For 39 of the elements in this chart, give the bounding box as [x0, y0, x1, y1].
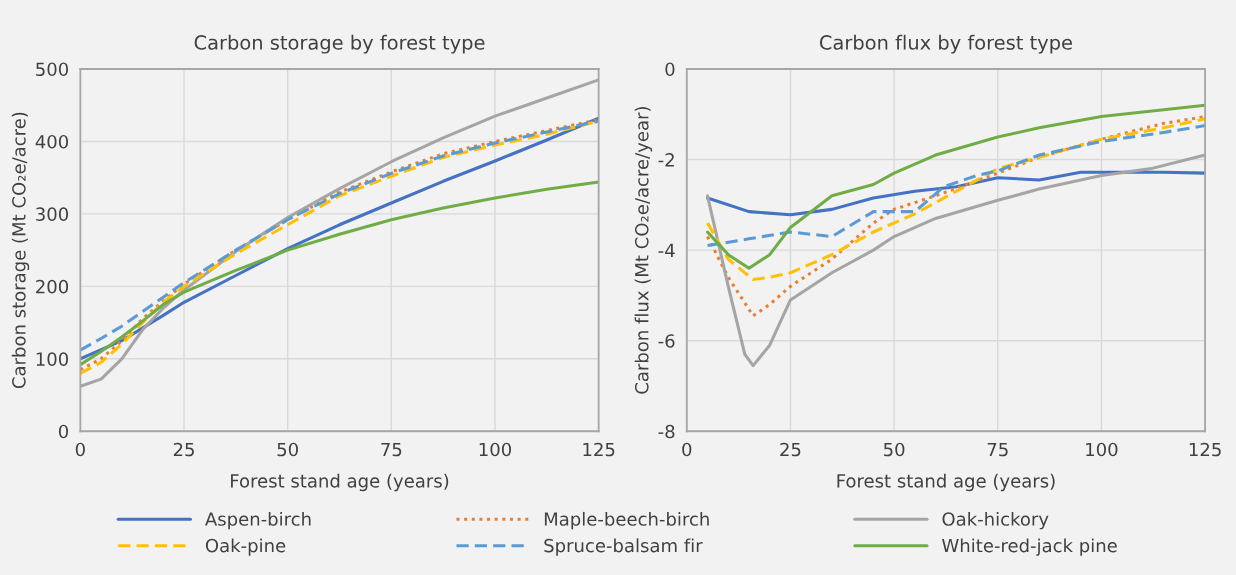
- x-tick-label: 125: [1189, 442, 1221, 457]
- legend-label: White-red-jack pine: [942, 538, 1117, 556]
- legend-label: Spruce-balsam fir: [544, 538, 703, 556]
- y-tick-label: 0: [665, 62, 675, 77]
- legend-label: Oak-hickory: [942, 511, 1049, 530]
- x-tick-label: 25: [173, 442, 194, 457]
- y-axis-title: Carbon flux (Mt CO₂e/acre/year): [634, 107, 653, 394]
- y-tick-label: 100: [36, 352, 69, 366]
- line-series: [705, 115, 1206, 318]
- legend-label: Maple-beech-birch: [544, 511, 709, 530]
- legend-label: Aspen-birch: [205, 511, 311, 530]
- y-tick-label: 500: [36, 62, 69, 77]
- line-series: [705, 124, 1206, 248]
- x-tick-label: 100: [479, 442, 512, 457]
- x-tick-label: 75: [381, 442, 402, 457]
- line-series: [80, 180, 599, 367]
- chart-title: Carbon storage by forest type: [194, 34, 485, 54]
- y-tick-label: -8: [658, 424, 675, 439]
- y-tick-label: -2: [658, 153, 674, 167]
- y-tick-label: -6: [658, 334, 675, 348]
- x-tick-label: 0: [682, 442, 692, 457]
- line-series: [705, 170, 1206, 217]
- x-tick-label: 0: [75, 442, 85, 457]
- x-tick-label: 50: [884, 442, 905, 457]
- y-tick-label: 200: [36, 279, 69, 294]
- y-tick-label: 300: [36, 207, 69, 222]
- x-tick-label: 100: [1086, 442, 1118, 457]
- x-tick-label: 50: [277, 442, 298, 457]
- y-tick-label: -4: [658, 243, 675, 257]
- chart-title: Carbon flux by forest type: [819, 34, 1072, 54]
- x-axis-title: Forest stand age (years): [231, 473, 449, 492]
- y-axis-title: Carbon storage (Mt CO₂e/acre): [11, 112, 30, 389]
- y-tick-label: 400: [35, 134, 69, 149]
- x-axis-title: Forest stand age (years): [837, 473, 1055, 492]
- legend-label: Oak-pine: [205, 538, 286, 556]
- x-tick-label: 25: [780, 442, 801, 457]
- x-tick-label: 75: [987, 442, 1008, 457]
- x-tick-label: 125: [583, 442, 615, 457]
- y-tick-label: 0: [58, 424, 69, 439]
